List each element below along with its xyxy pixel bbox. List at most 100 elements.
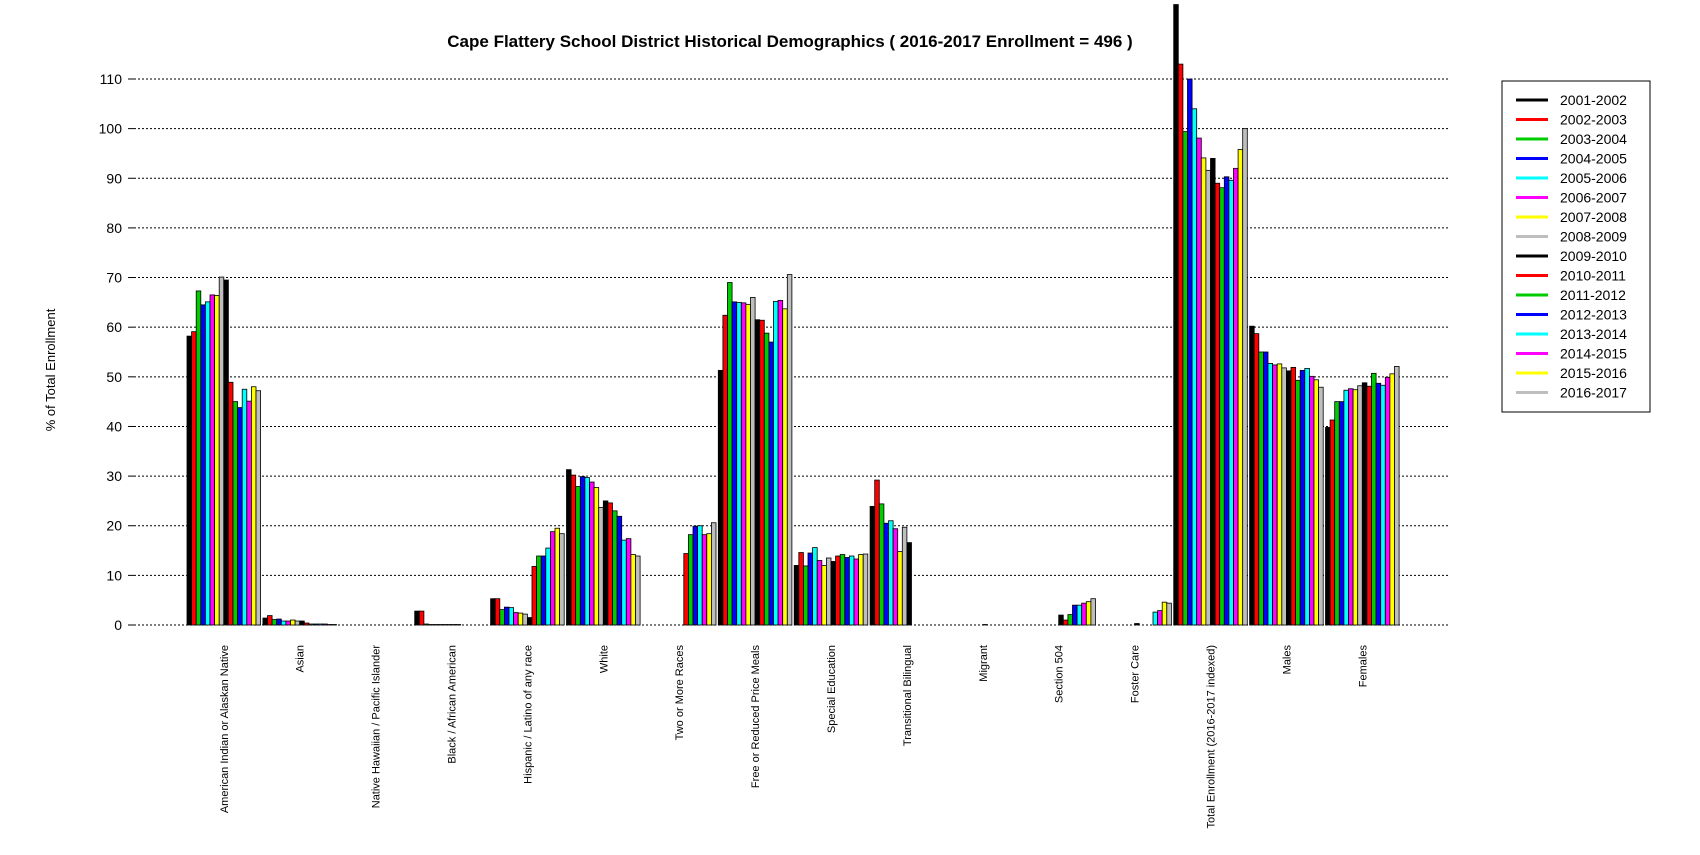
bar [769,342,774,625]
bar [854,559,859,625]
bar [1178,64,1183,625]
bar [1059,615,1064,625]
bar [210,295,215,625]
bar [1349,389,1354,625]
bar [233,402,238,625]
bars-layer [187,5,1399,625]
bar [509,608,514,625]
bar [1206,170,1211,625]
bar [415,611,420,625]
bar [875,480,880,625]
bar [707,534,712,625]
bar [281,621,286,625]
bar [541,556,546,625]
bar [1326,427,1331,625]
x-category-label: Migrant [978,645,990,682]
legend-label: 2009-2010 [1560,248,1627,264]
bar [859,555,864,625]
bar [247,401,252,625]
bar [778,300,783,625]
legend-label: 2006-2007 [1560,190,1627,206]
bar [760,320,765,625]
x-category-label: Transitional Bilingual [902,645,914,746]
bar [1082,603,1087,625]
bar [272,620,277,625]
bar [295,621,300,625]
x-category-label: Free or Reduced Price Meals [750,645,762,789]
bar [1158,611,1163,625]
bar [1277,364,1282,625]
y-tick-label: 40 [106,418,122,434]
bar [688,535,693,625]
chart-title: Cape Flattery School District Historical… [447,32,1132,51]
bar [251,387,256,625]
bar [831,561,836,625]
bar [228,382,233,625]
bar [1286,371,1291,625]
bar [884,523,889,625]
bar [309,624,314,625]
bar [424,624,429,625]
bar [1259,352,1264,625]
bar [286,621,291,625]
bar [698,526,703,625]
bar [1188,79,1193,625]
bar [1073,605,1078,625]
y-axis-label: % of Total Enrollment [43,308,58,431]
bar [504,607,509,625]
y-tick-label: 70 [106,270,122,286]
x-category-label: Hispanic / Latino of any race [522,645,534,784]
bar [822,565,827,625]
x-category-label: Total Enrollment (2016-2017 indexed) [1206,645,1218,828]
bar [196,291,201,625]
bar [491,599,496,625]
bar [550,532,555,625]
bar [1282,368,1287,625]
bar [723,315,728,625]
bar [1183,132,1188,625]
bar [205,302,210,625]
bar [817,560,822,625]
bar [495,599,500,625]
bar [787,275,792,625]
bar [1330,420,1335,625]
bar [1353,390,1358,625]
bar [826,558,831,625]
bar [603,501,608,625]
bar [702,535,707,625]
x-category-label: Special Education [826,645,838,733]
bar [1201,158,1206,625]
bar [219,277,224,625]
bar [608,503,613,625]
bar [803,566,808,625]
bar [1395,366,1400,625]
x-category-label: Black / African American [447,645,459,764]
y-tick-label: 30 [106,468,122,484]
bar [1197,138,1202,625]
bar [1372,373,1377,625]
bar [594,488,599,625]
y-tick-label: 100 [99,121,123,137]
bar [1220,188,1225,625]
bar [1339,402,1344,625]
bar [849,556,854,625]
bar [1250,326,1255,625]
x-category-label: Native Hawaiian / Pacific Islander [371,645,383,809]
bar [693,526,698,625]
bar [845,557,850,625]
bar [560,534,565,625]
bar [636,556,641,625]
bar [794,565,799,625]
y-tick-label: 0 [114,617,122,633]
bar [863,554,868,625]
bar [1263,352,1268,625]
bar [1309,376,1314,625]
bar [576,487,581,625]
bar [1243,129,1248,625]
bar [626,539,631,625]
bar [1273,365,1278,625]
legend-label: 2011-2012 [1560,287,1626,303]
bar [1367,386,1372,625]
bar [1068,615,1073,625]
bar [585,478,590,625]
